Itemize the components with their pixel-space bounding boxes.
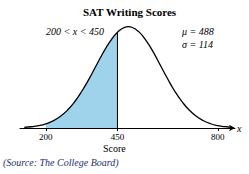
- svg-text:200 < x < 450: 200 < x < 450: [46, 26, 104, 37]
- svg-text:SAT Writing Scores: SAT Writing Scores: [83, 6, 177, 18]
- svg-text:800: 800: [211, 132, 225, 142]
- svg-text:x: x: [236, 123, 242, 134]
- svg-text:(Source: The College Board): (Source: The College Board): [3, 157, 119, 169]
- svg-text:μ = 488: μ = 488: [181, 26, 214, 37]
- svg-text:Score: Score: [103, 143, 126, 154]
- svg-text:σ = 114: σ = 114: [182, 39, 213, 50]
- svg-text:200: 200: [39, 132, 53, 142]
- svg-text:450: 450: [111, 132, 125, 142]
